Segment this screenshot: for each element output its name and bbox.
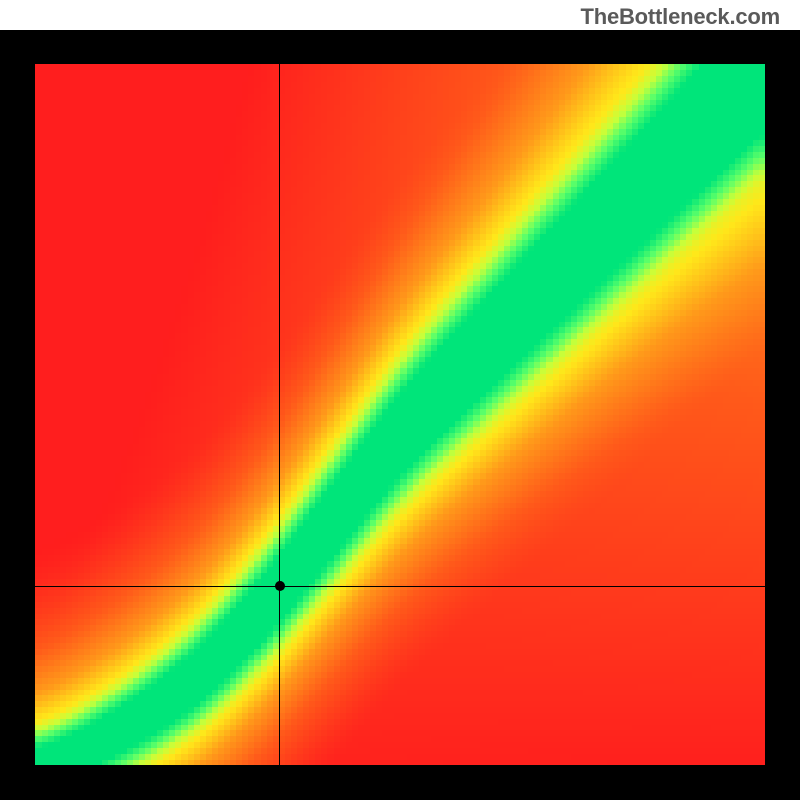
crosshair-vertical xyxy=(279,64,280,765)
crosshair-horizontal xyxy=(35,586,765,587)
watermark-text: TheBottleneck.com xyxy=(580,4,780,30)
chart-container: TheBottleneck.com xyxy=(0,0,800,800)
bottleneck-heatmap xyxy=(35,64,765,765)
